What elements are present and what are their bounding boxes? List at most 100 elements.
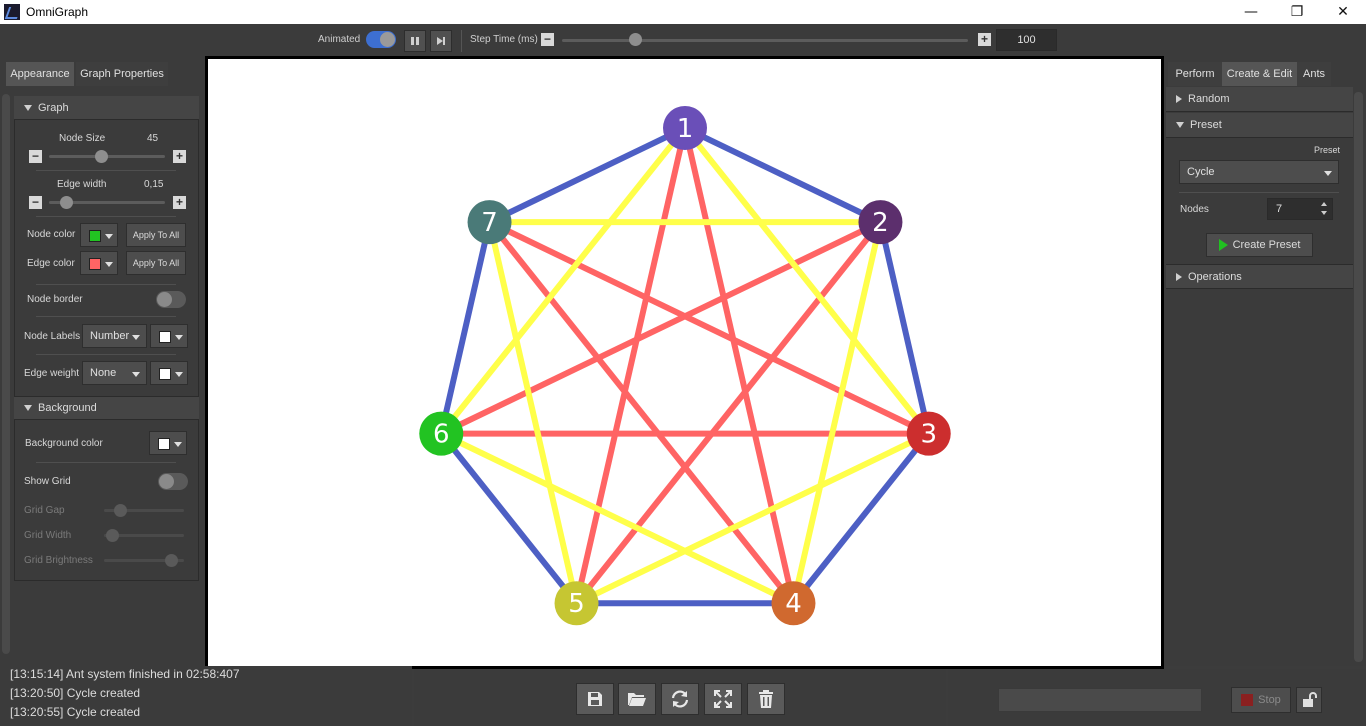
grid-width-slider-thumb[interactable] xyxy=(106,529,119,542)
node-labels-color-picker[interactable] xyxy=(150,324,188,348)
graph-drawing[interactable]: 1 2 3 4 5 6 7 xyxy=(208,59,1161,666)
graph-edge-3-7[interactable] xyxy=(488,219,931,437)
grid-gap-slider[interactable] xyxy=(104,509,184,512)
graph-edge-4-6[interactable] xyxy=(439,430,795,606)
graph-edge-2-3[interactable] xyxy=(877,221,932,435)
edge-width-slider-thumb[interactable] xyxy=(60,196,74,209)
graph-edge-1-2[interactable] xyxy=(683,125,882,225)
graph-edge-4-7[interactable] xyxy=(487,220,796,606)
step-time-slider-thumb[interactable] xyxy=(629,33,643,46)
edge-color-picker[interactable] xyxy=(80,251,118,275)
preset-select[interactable]: Cycle xyxy=(1179,160,1339,184)
grid-brightness-slider[interactable] xyxy=(104,559,184,562)
graph-section-header[interactable]: Graph xyxy=(14,96,199,120)
node-size-minus-button[interactable]: − xyxy=(29,150,42,163)
lock-button[interactable] xyxy=(1296,687,1322,713)
open-button[interactable] xyxy=(618,683,656,715)
save-button[interactable] xyxy=(576,683,614,715)
graph-canvas[interactable]: 1 2 3 4 5 6 7 xyxy=(208,59,1161,666)
background-section-header[interactable]: Background xyxy=(14,396,199,420)
left-scrollbar[interactable] xyxy=(2,94,10,654)
tab-perform[interactable]: Perform xyxy=(1168,62,1222,86)
graph-edge-5-6[interactable] xyxy=(438,431,579,606)
stop-button[interactable]: Stop xyxy=(1231,687,1291,713)
step-button[interactable] xyxy=(430,30,452,52)
graph-edge-1-7[interactable] xyxy=(488,125,687,225)
step-time-minus-button[interactable]: − xyxy=(541,33,554,46)
log-line: [13:15:14] Ant system finished in 02:58:… xyxy=(10,667,240,681)
minimize-button[interactable]: — xyxy=(1244,4,1258,20)
graph-edge-5-7[interactable] xyxy=(486,221,580,604)
node-labels-color-swatch xyxy=(159,331,171,343)
save-icon xyxy=(588,692,602,706)
grid-gap-slider-thumb[interactable] xyxy=(114,504,127,517)
graph-edge-2-5[interactable] xyxy=(574,220,883,606)
graph-edge-1-4[interactable] xyxy=(682,127,797,604)
operations-section-header[interactable]: Operations xyxy=(1166,264,1353,289)
graph-node-circle[interactable] xyxy=(554,581,599,626)
graph-node-2[interactable]: 2 xyxy=(858,200,903,245)
graph-node-3[interactable]: 3 xyxy=(906,411,951,456)
graph-edge-1-6[interactable] xyxy=(438,126,688,436)
edge-width-minus-button[interactable]: − xyxy=(29,196,42,209)
edge-weight-select[interactable]: None xyxy=(82,361,147,385)
fit-screen-button[interactable] xyxy=(704,683,742,715)
step-time-plus-button[interactable]: + xyxy=(978,33,991,46)
graph-node-6[interactable]: 6 xyxy=(419,411,464,456)
graph-edge-6-7[interactable] xyxy=(438,221,493,435)
node-border-toggle[interactable] xyxy=(156,291,186,308)
step-time-value-field[interactable]: 100 xyxy=(996,29,1057,51)
progress-bar xyxy=(998,688,1202,712)
node-size-slider-thumb[interactable] xyxy=(95,150,109,163)
graph-node-circle[interactable] xyxy=(467,200,512,245)
node-color-picker[interactable] xyxy=(80,223,118,247)
graph-node-circle[interactable] xyxy=(663,106,707,150)
delete-button[interactable] xyxy=(747,683,785,715)
create-preset-button[interactable]: Create Preset xyxy=(1206,233,1313,257)
edge-width-slider[interactable] xyxy=(49,201,165,204)
graph-edge-2-4[interactable] xyxy=(790,221,884,604)
graph-canvas-frame: 1 2 3 4 5 6 7 xyxy=(205,56,1164,669)
right-scrollbar[interactable] xyxy=(1354,92,1363,662)
graph-edge-3-5[interactable] xyxy=(575,430,931,606)
pause-button[interactable] xyxy=(404,30,426,52)
node-labels-select[interactable]: Number xyxy=(82,324,147,348)
preset-section-header[interactable]: Preset xyxy=(1166,113,1353,138)
spinner-arrows-icon[interactable] xyxy=(1320,201,1328,217)
close-button[interactable]: ✕ xyxy=(1337,4,1349,20)
graph-node-5[interactable]: 5 xyxy=(554,581,599,626)
graph-node-4[interactable]: 4 xyxy=(771,581,816,626)
tab-ants[interactable]: Ants xyxy=(1297,62,1331,86)
graph-node-circle[interactable] xyxy=(906,411,951,456)
refresh-button[interactable] xyxy=(661,683,699,715)
graph-edge-1-5[interactable] xyxy=(573,127,688,604)
edge-width-plus-button[interactable]: + xyxy=(173,196,186,209)
operations-section-title: Operations xyxy=(1188,270,1242,283)
animated-toggle[interactable] xyxy=(366,31,396,48)
edge-color-apply-all-button[interactable]: Apply To All xyxy=(126,251,186,275)
node-size-plus-button[interactable]: + xyxy=(173,150,186,163)
tab-appearance[interactable]: Appearance xyxy=(6,62,74,86)
chevron-right-icon xyxy=(1176,272,1182,281)
chevron-down-icon xyxy=(24,104,32,111)
graph-edge-2-6[interactable] xyxy=(439,219,882,437)
graph-node-circle[interactable] xyxy=(419,411,464,456)
graph-edge-1-3[interactable] xyxy=(682,126,932,436)
edge-weight-color-picker[interactable] xyxy=(150,361,188,385)
graph-node-circle[interactable] xyxy=(858,200,903,245)
tab-create-edit[interactable]: Create & Edit xyxy=(1222,62,1297,86)
graph-node-1[interactable]: 1 xyxy=(663,106,707,150)
node-color-apply-all-button[interactable]: Apply To All xyxy=(126,223,186,247)
grid-width-slider[interactable] xyxy=(104,534,184,537)
random-section-header[interactable]: Random xyxy=(1166,87,1353,112)
graph-node-circle[interactable] xyxy=(771,581,816,626)
tab-graph-properties[interactable]: Graph Properties xyxy=(76,62,168,86)
background-color-picker[interactable] xyxy=(149,431,187,455)
nodes-count-spinner[interactable]: 7 xyxy=(1267,198,1333,220)
graph-node-7[interactable]: 7 xyxy=(467,200,512,245)
step-time-slider[interactable] xyxy=(562,39,968,42)
restore-button[interactable]: ❐ xyxy=(1290,4,1304,20)
show-grid-toggle[interactable] xyxy=(158,473,188,490)
grid-brightness-slider-thumb[interactable] xyxy=(165,554,178,567)
graph-edge-3-4[interactable] xyxy=(791,431,932,606)
